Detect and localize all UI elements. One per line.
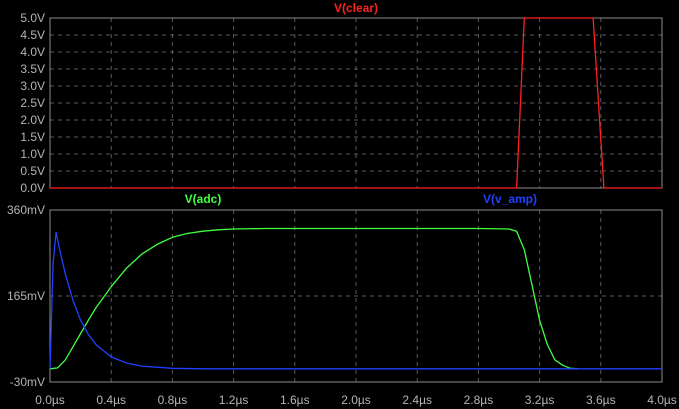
x-tick-label: 2.0µs (341, 393, 371, 407)
x-tick-label: 4.0µs (647, 393, 677, 407)
x-axis-ticks: 0.0µs 0.4µs 0.8µs 1.2µs 1.6µs 2.0µs 2.4µs 2.8µs… (35, 393, 677, 407)
y-tick-label: 4.5V (20, 28, 45, 42)
x-tick-label: 0.0µs (35, 393, 65, 407)
y-tick-label: 360mV (7, 203, 45, 217)
y-tick-label: 1.5V (20, 130, 45, 144)
pane-adc-vamp[interactable]: 360mV 165mV -30mV V(adc) V(v_amp) (7, 192, 663, 389)
pane-clear-y-ticks: 0.0V 0.5V 1.0V 1.5V 2.0V 2.5V 3.0V 3.5V 4.0V 4.5V… (20, 11, 45, 195)
pane-adc-vamp-frame (49, 209, 663, 383)
pane-clear-traces (50, 17, 662, 189)
y-tick-label: 1.0V (20, 147, 45, 161)
pane-adc-vamp-traces (49, 227, 662, 370)
series-title-clear[interactable]: V(clear) (334, 1, 378, 15)
pane-clear[interactable]: 0.0V 0.5V 1.0V 1.5V 2.0V 2.5V 3.0V 3.5V 4.0V 4.5V… (20, 1, 663, 195)
y-tick-label: 0.5V (20, 164, 45, 178)
x-tick-label: 2.4µs (402, 393, 432, 407)
series-title-adc[interactable]: V(adc) (185, 192, 222, 206)
x-tick-label: 1.6µs (280, 393, 310, 407)
x-tick-label: 2.8µs (464, 393, 494, 407)
y-tick-label: 5.0V (20, 11, 45, 25)
y-tick-label: 2.5V (20, 96, 45, 110)
y-tick-label: -30mV (10, 375, 45, 389)
y-tick-label: 3.0V (20, 79, 45, 93)
pane-clear-grid (50, 18, 662, 188)
trace-v-clear-[interactable] (50, 17, 662, 189)
x-tick-label: 3.6µs (586, 393, 616, 407)
pane-adc-vamp-grid (50, 210, 662, 382)
series-title-vamp[interactable]: V(v_amp) (483, 192, 537, 206)
y-tick-label: 165mV (7, 289, 45, 303)
x-tick-label: 3.2µs (525, 393, 555, 407)
pane-adc-vamp-y-ticks: 360mV 165mV -30mV (7, 203, 45, 389)
x-tick-label: 1.2µs (219, 393, 249, 407)
x-tick-label: 0.4µs (96, 393, 126, 407)
y-tick-label: 4.0V (20, 45, 45, 59)
x-tick-label: 0.8µs (158, 393, 188, 407)
trace-v-v-amp-[interactable] (49, 231, 662, 370)
trace-v-adc-[interactable] (49, 227, 578, 370)
y-tick-label: 2.0V (20, 113, 45, 127)
y-tick-label: 0.0V (20, 181, 45, 195)
y-tick-label: 3.5V (20, 62, 45, 76)
